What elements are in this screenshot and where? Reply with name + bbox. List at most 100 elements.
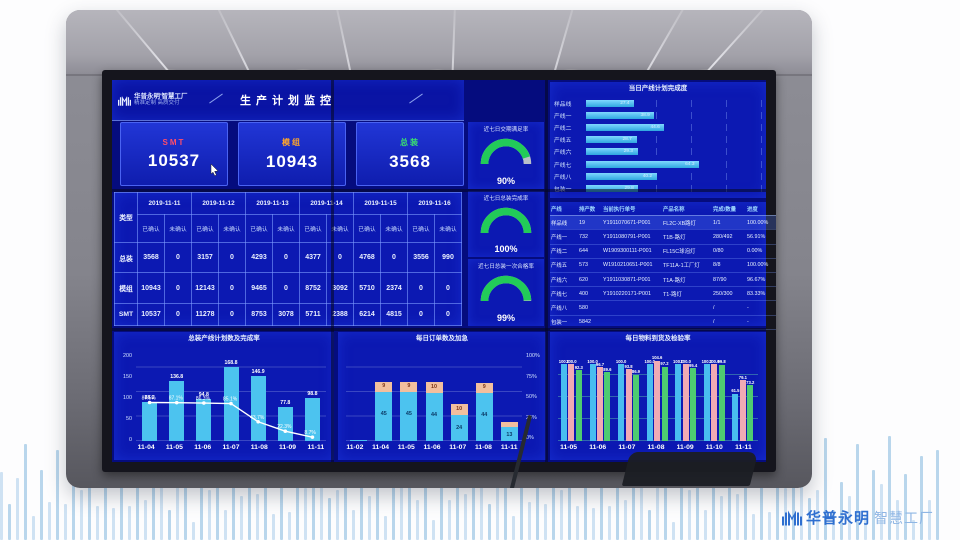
waveform-bar: [888, 436, 891, 540]
waveform-bar: [632, 474, 635, 540]
waveform-bar: [400, 484, 403, 540]
table-row: SMT 10537 0 11278 0 8753 3078 5711 2388 6214 4815 0…: [114, 302, 462, 327]
waveform-bar: [136, 438, 139, 540]
bar-segment: [350, 439, 368, 441]
waveform-bar: [392, 470, 395, 540]
waveform-bar: [16, 478, 19, 540]
plan-cell: 3568: [137, 241, 165, 274]
category-label: 包装一: [554, 186, 572, 193]
plan-subheader: 已确认: [137, 214, 165, 243]
value-label: 100.0: [701, 358, 713, 364]
waveform-bar: [880, 484, 883, 540]
waveform-bar: [216, 456, 219, 540]
dashboard-header: 华普永明'智慧工厂 精准定制 高质交付 生产计划监控: [112, 80, 464, 121]
waveform-bar: [56, 450, 59, 540]
table-row: 产线五 573 W1910210651-P001 TF11A-1工厂灯 8/8 100.0…: [550, 258, 776, 273]
ceiling-seam: [705, 10, 769, 74]
plan-date: 2019-11-16: [407, 191, 462, 216]
table-cell: 573: [578, 258, 602, 273]
x-axis: 11-04 11-05 11-06 11-07 11-08 11-09 11-11: [132, 444, 330, 451]
waveform-bar: [856, 444, 859, 540]
value-label: 146.9: [251, 369, 265, 376]
value-label: 97.2: [660, 361, 669, 367]
waveform-bar: [600, 462, 603, 540]
watermark-logo: 华普永明 智慧工厂: [781, 507, 934, 528]
waveform-bar: [768, 512, 771, 540]
table-cell: 87/90: [712, 272, 746, 288]
table-cell: 0/80: [712, 244, 746, 259]
waveform-bar: [608, 506, 611, 540]
hbar-row: 产线六 29.3: [554, 146, 762, 158]
plan-subheader: 已确认: [407, 214, 435, 243]
x-axis: 11-02 11-04 11-05 11-06 11-07 11-08 11-11: [342, 444, 522, 451]
x-tick: 11-11: [500, 444, 518, 451]
table-cell: 产线二: [550, 244, 578, 259]
table-cell: 100.00%: [746, 258, 776, 273]
gauge-title: 近七日总装一次合格率: [478, 264, 534, 271]
table-row: 模组 10943 0 12143 0 9465 0 8752 3092 5710 2374 0 0: [114, 272, 462, 304]
value-label: 99.8: [717, 359, 726, 365]
table-cell: 产线六: [550, 272, 578, 288]
value-label: 136.8: [170, 373, 184, 380]
hbar-row: 产线五 28.7: [554, 134, 762, 146]
plan-cell: 4815: [380, 302, 408, 327]
table-cell: T1A-路灯: [662, 272, 712, 288]
hbar-track: 27.4: [586, 99, 762, 107]
segment-value: 9: [482, 384, 486, 391]
table-cell: 280/492: [712, 229, 746, 245]
waveform-bar: [160, 460, 163, 540]
waveform-bar: [128, 506, 131, 540]
hbar-track: 28.7: [586, 136, 762, 144]
value-label: 73.2: [746, 379, 755, 385]
bar: [586, 148, 638, 156]
table-cell: /: [712, 315, 746, 330]
gauge-column: 近七日交期满足率 90% 近七日总装完成率 100% 近七日总装一次合格率 99%: [468, 122, 544, 327]
bar-segment: 9: [375, 381, 393, 392]
dashboard-screen: 华普永明'智慧工厂 精准定制 高质交付 生产计划监控 SMT 10537 模组 109…: [112, 80, 776, 462]
plan-subheader: 未确认: [434, 214, 462, 243]
waveform-bar: [576, 506, 579, 540]
waveform-bar: [496, 478, 499, 540]
waveform-bar: [384, 516, 387, 540]
category-label: 产线二: [554, 125, 572, 132]
plan-cell: 0: [326, 241, 354, 274]
table-cell: 产线五: [550, 258, 578, 273]
bar-segment: 9: [475, 382, 493, 393]
bar: [586, 123, 665, 131]
x-tick: 11-09: [676, 444, 694, 451]
bar: [142, 402, 158, 441]
bar: [682, 364, 689, 441]
video-wall: 华普永明'智慧工厂 精准定制 高质交付 生产计划监控 SMT 10537 模组 109…: [102, 70, 776, 472]
waveform-bar: [408, 436, 411, 540]
x-axis: 11-05 11-06 11-07 11-08 11-09 11-10 11-11: [554, 444, 758, 451]
plan-cell: 8752: [299, 272, 327, 304]
plan-cell: 10943: [137, 272, 165, 304]
plan-cell: 0: [218, 302, 246, 327]
value-label: 92.3: [574, 364, 583, 370]
category-label: 产线一: [554, 113, 572, 120]
value-label: 100.0: [680, 358, 691, 364]
waveform-bar: [752, 514, 755, 540]
table-cell: Y1911070671-P001: [602, 215, 662, 231]
x-tick: 11-06: [194, 444, 212, 451]
x-tick: 11-11: [307, 444, 325, 451]
waveform-bar: [144, 500, 147, 540]
waveform-bar: [192, 522, 195, 540]
table-cell: Y1911030871-P001: [602, 272, 662, 288]
waveform-bar: [336, 490, 339, 540]
x-tick: 11-05: [560, 444, 578, 451]
value-label: 98.8: [307, 390, 318, 397]
waveform-bar: [896, 500, 899, 540]
bar: [675, 364, 682, 441]
chart-assembly-plan: 总装产线计划数及完成率 200 150 100 50 0 88.2 136.8 94.8 168.…: [114, 332, 334, 460]
column-header: 排产数: [578, 202, 602, 217]
bar: [568, 364, 575, 441]
table-cell: Y1911080791-P001: [602, 229, 662, 245]
column-header: 当前执行单号: [602, 202, 662, 217]
value-label: 94.8: [198, 392, 209, 399]
svg-text:22.3%: 22.3%: [277, 424, 292, 430]
waveform-bar: [904, 474, 907, 540]
x-tick: 11-08: [250, 444, 268, 451]
plan-subheader: 已确认: [353, 214, 381, 243]
value-label: 100.0: [558, 358, 570, 364]
